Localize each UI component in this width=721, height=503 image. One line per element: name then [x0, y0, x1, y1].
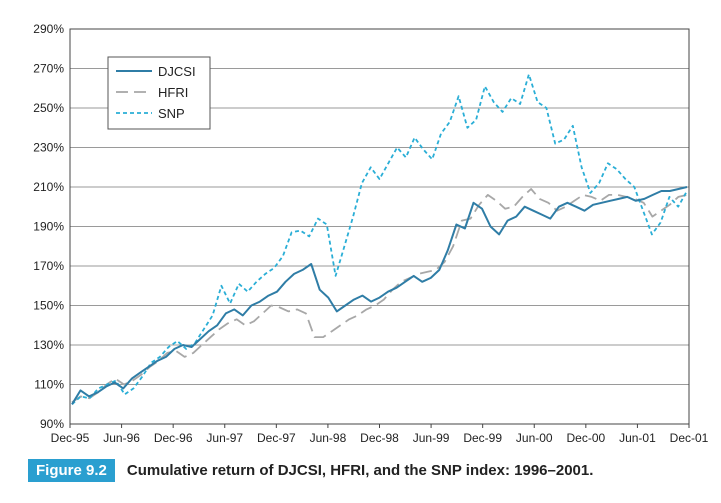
y-tick-label: 290%	[33, 22, 64, 36]
legend: DJCSI HFRI SNP	[107, 56, 211, 130]
x-tick-label: Dec-01	[670, 431, 709, 445]
x-tick-label: Dec-95	[51, 431, 90, 445]
y-tick-label: 150%	[33, 299, 64, 313]
x-tick-label: Dec-98	[360, 431, 399, 445]
y-tick-label: 230%	[33, 141, 64, 155]
y-tick-label: 170%	[33, 259, 64, 273]
figure-caption: Figure 9.2 Cumulative return of DJCSI, H…	[28, 458, 593, 482]
series-lines	[71, 73, 688, 405]
x-axis-ticks: Dec-95 Jun-96 Dec-96 Jun-97 Dec-97 Jun-98 Dec-…	[51, 424, 709, 445]
series-line-djcsi	[71, 186, 688, 405]
y-tick-label: 210%	[33, 180, 64, 194]
x-tick-label: Jun-99	[413, 431, 450, 445]
y-tick-label: 90%	[40, 417, 64, 431]
x-tick-label: Dec-99	[463, 431, 502, 445]
x-tick-label: Jun-98	[310, 431, 347, 445]
legend-label-hfri: HFRI	[158, 85, 188, 100]
caption-text: Cumulative return of DJCSI, HFRI, and th…	[126, 461, 594, 479]
legend-label-snp: SNP	[158, 106, 185, 121]
y-tick-label: 130%	[33, 338, 64, 352]
figure-label-badge: Figure 9.2	[28, 458, 115, 482]
y-tick-label: 250%	[33, 101, 64, 115]
x-tick-label: Jun-96	[103, 431, 140, 445]
y-tick-label: 270%	[33, 62, 64, 76]
x-tick-label: Jun-97	[206, 431, 243, 445]
series-line-snp	[71, 73, 688, 405]
y-tick-label: 190%	[33, 220, 64, 234]
legend-label-djcsi: DJCSI	[158, 64, 196, 79]
plot-frame	[69, 28, 690, 425]
y-tick-label: 110%	[34, 378, 64, 392]
x-tick-label: Dec-00	[566, 431, 605, 445]
y-axis-ticks: 90% 110% 130% 150% 170% 190% 210% 230% 250% 270% 2…	[33, 22, 64, 431]
series-line-hfri	[71, 188, 688, 404]
legend-box	[107, 56, 211, 130]
x-tick-label: Dec-97	[257, 431, 296, 445]
x-tick-label: Dec-96	[154, 431, 193, 445]
x-tick-label: Jun-01	[619, 431, 656, 445]
x-tick-label: Jun-00	[516, 431, 553, 445]
